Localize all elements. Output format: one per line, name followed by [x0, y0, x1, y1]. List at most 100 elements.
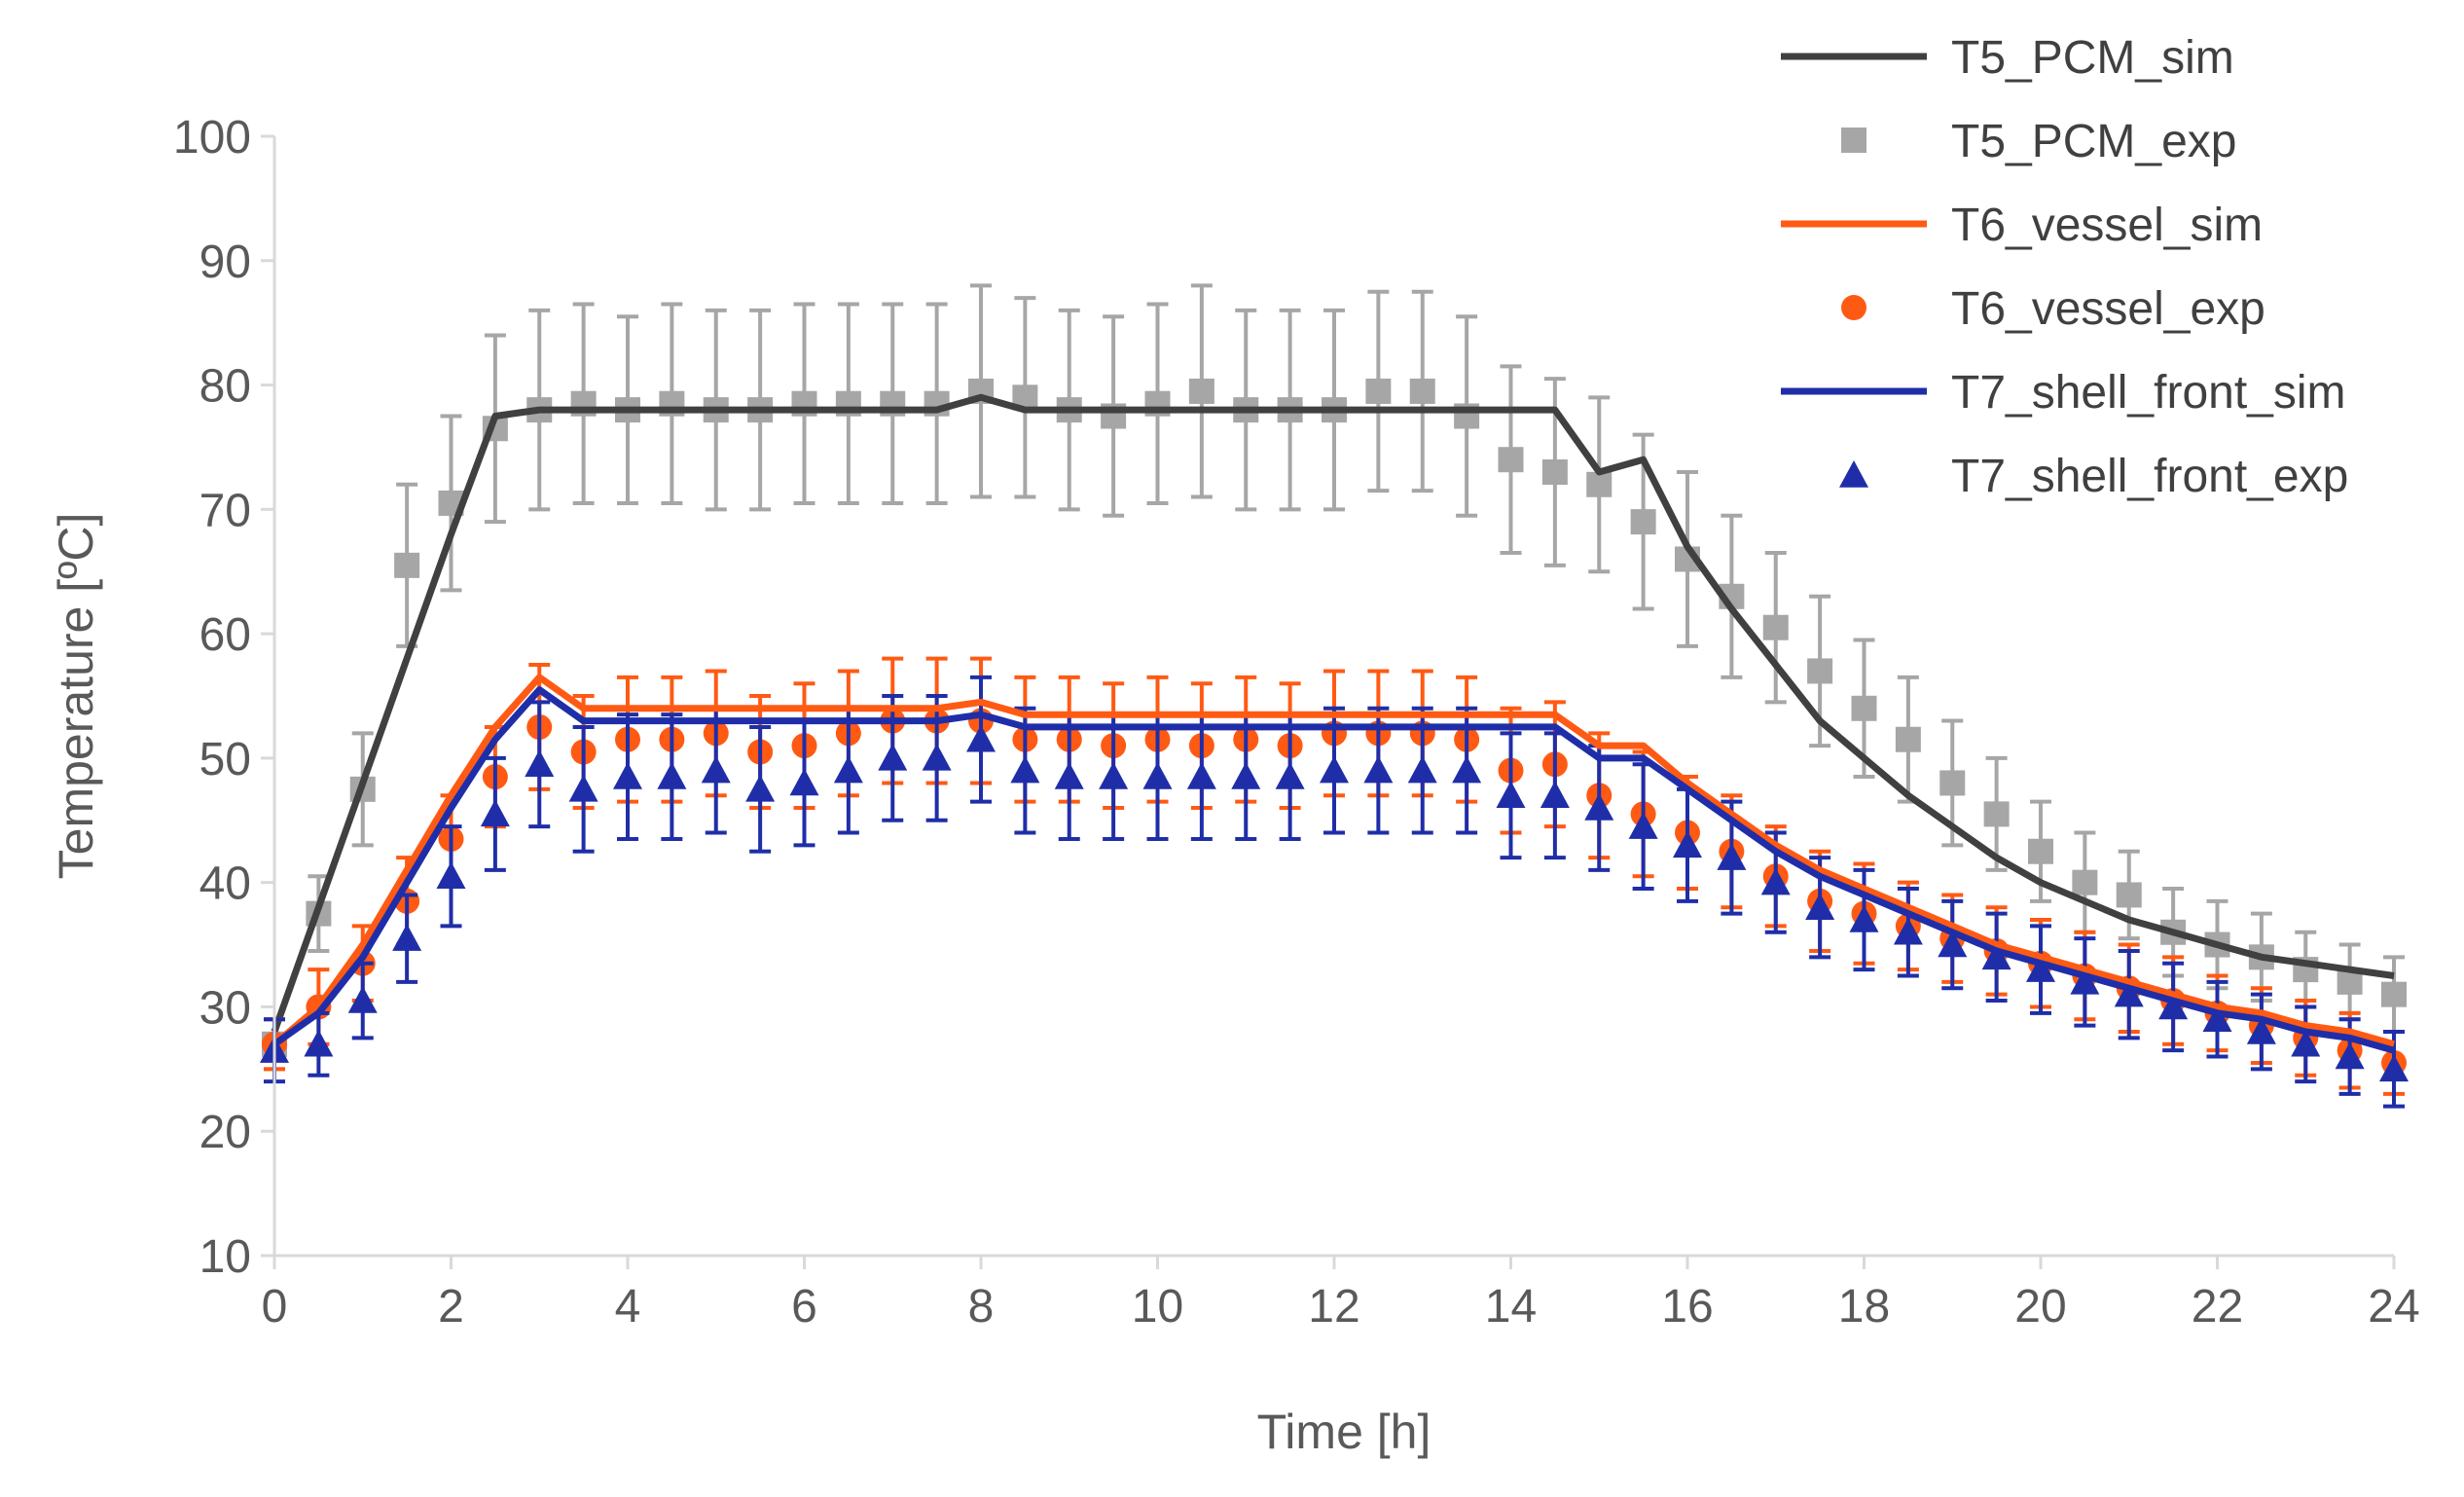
data-point: [1805, 893, 1835, 920]
legend-marker: [1841, 295, 1866, 320]
data-point: [1584, 793, 1614, 821]
data-point: [1142, 762, 1173, 789]
series-line: [272, 686, 2395, 1054]
legend-entry: T7_shell_front_sim: [1781, 367, 2346, 419]
legend-entry: T6_vessel_exp: [1841, 283, 2265, 335]
data-point: [1938, 930, 1968, 958]
data-point: [1010, 755, 1040, 784]
data-point: [1807, 658, 1833, 684]
x-tick-label: 6: [791, 1281, 817, 1333]
data-point: [1275, 762, 1305, 789]
y-tick-label: 30: [199, 982, 251, 1034]
legend-label: T7_shell_front_sim: [1951, 367, 2346, 419]
data-point: [657, 762, 687, 789]
data-point: [1407, 755, 1437, 784]
data-point: [1717, 843, 1747, 870]
data-point: [1673, 830, 1702, 858]
y-tick-label: 40: [199, 858, 251, 910]
y-tick-label: 80: [199, 361, 251, 413]
data-point: [2158, 992, 2189, 1020]
data-point: [1983, 801, 2010, 827]
y-axis-title: Temperature [ºC]: [49, 513, 103, 880]
x-tick-label: 8: [968, 1281, 995, 1333]
data-point: [568, 774, 598, 802]
series-T5_PCM_sim: [271, 393, 2395, 1034]
legend-entry: T7_shell_front_exp: [1839, 451, 2348, 502]
y-tick-label: 20: [199, 1107, 251, 1158]
series-line: [271, 393, 2395, 1034]
data-point: [1760, 867, 1791, 895]
data-point: [1496, 781, 1526, 808]
data-point: [1849, 905, 1879, 932]
data-point: [1630, 509, 1656, 535]
legend-label: T5_PCM_sim: [1951, 32, 2234, 84]
data-point: [966, 724, 996, 752]
legend-entry: T5_PCM_sim: [1781, 32, 2234, 84]
data-point: [1851, 695, 1877, 721]
data-point: [525, 749, 555, 778]
x-tick-label: 4: [615, 1281, 641, 1333]
data-point: [1231, 762, 1261, 789]
data-point: [2246, 1017, 2276, 1044]
data-point: [2114, 979, 2144, 1007]
data-point: [2116, 882, 2142, 908]
x-tick-label: 18: [1838, 1281, 1890, 1333]
data-point: [1586, 471, 1612, 497]
data-point: [480, 799, 510, 827]
data-point: [1540, 781, 1570, 808]
data-point: [1054, 762, 1084, 789]
plot-area: [260, 283, 2409, 1109]
data-point: [1498, 447, 1524, 473]
data-point: [1452, 755, 1482, 784]
data-point: [2026, 955, 2055, 982]
y-tick-label: 90: [199, 237, 251, 288]
data-point: [1363, 755, 1394, 784]
data-point: [394, 552, 420, 578]
x-tick-label: 0: [262, 1281, 288, 1333]
data-point: [2070, 967, 2100, 995]
data-point: [1320, 755, 1349, 784]
x-tick-label: 2: [438, 1281, 464, 1333]
data-point: [436, 861, 466, 890]
legend-entry: T6_vessel_sim: [1781, 200, 2263, 251]
y-tick-label: 70: [199, 485, 251, 536]
data-point: [1762, 614, 1789, 640]
series-T7_shell_front_sim: [272, 686, 2395, 1054]
data-point: [1365, 378, 1392, 404]
x-tick-label: 24: [2368, 1281, 2419, 1333]
legend-label: T6_vessel_sim: [1951, 200, 2263, 251]
x-tick-label: 12: [1308, 1281, 1359, 1333]
data-point: [304, 1029, 334, 1057]
legend-label: T6_vessel_exp: [1951, 283, 2265, 335]
series-T6_vessel_sim: [272, 674, 2395, 1048]
data-point: [833, 755, 863, 784]
y-tick-label: 100: [173, 112, 251, 164]
data-point: [1895, 726, 1921, 752]
data-point: [2381, 981, 2407, 1007]
y-tick-label: 10: [199, 1231, 251, 1283]
data-point: [878, 743, 908, 771]
x-tick-label: 20: [2014, 1281, 2066, 1333]
data-point: [922, 743, 952, 771]
data-point: [613, 762, 642, 789]
legend-marker: [1841, 128, 1866, 153]
x-tick-label: 10: [1132, 1281, 1183, 1333]
legend-entry: T5_PCM_exp: [1841, 116, 2236, 167]
data-point: [2379, 1054, 2409, 1082]
data-point: [392, 924, 422, 951]
x-tick-label: 14: [1485, 1281, 1537, 1333]
data-point: [1628, 812, 1658, 839]
x-tick-label: 16: [1661, 1281, 1713, 1333]
legend-label: T5_PCM_exp: [1951, 116, 2236, 167]
y-tick-label: 60: [199, 609, 251, 661]
data-point: [1186, 762, 1216, 789]
data-point: [2202, 1004, 2232, 1032]
x-axis-title: Time [h]: [1257, 1405, 1431, 1459]
legend: T5_PCM_sim T5_PCM_exp T6_vessel_sim T6_vess…: [1781, 32, 2348, 502]
data-point: [2072, 869, 2098, 895]
data-point: [2335, 1041, 2365, 1070]
data-point: [1409, 378, 1435, 404]
data-point: [1981, 942, 2011, 970]
